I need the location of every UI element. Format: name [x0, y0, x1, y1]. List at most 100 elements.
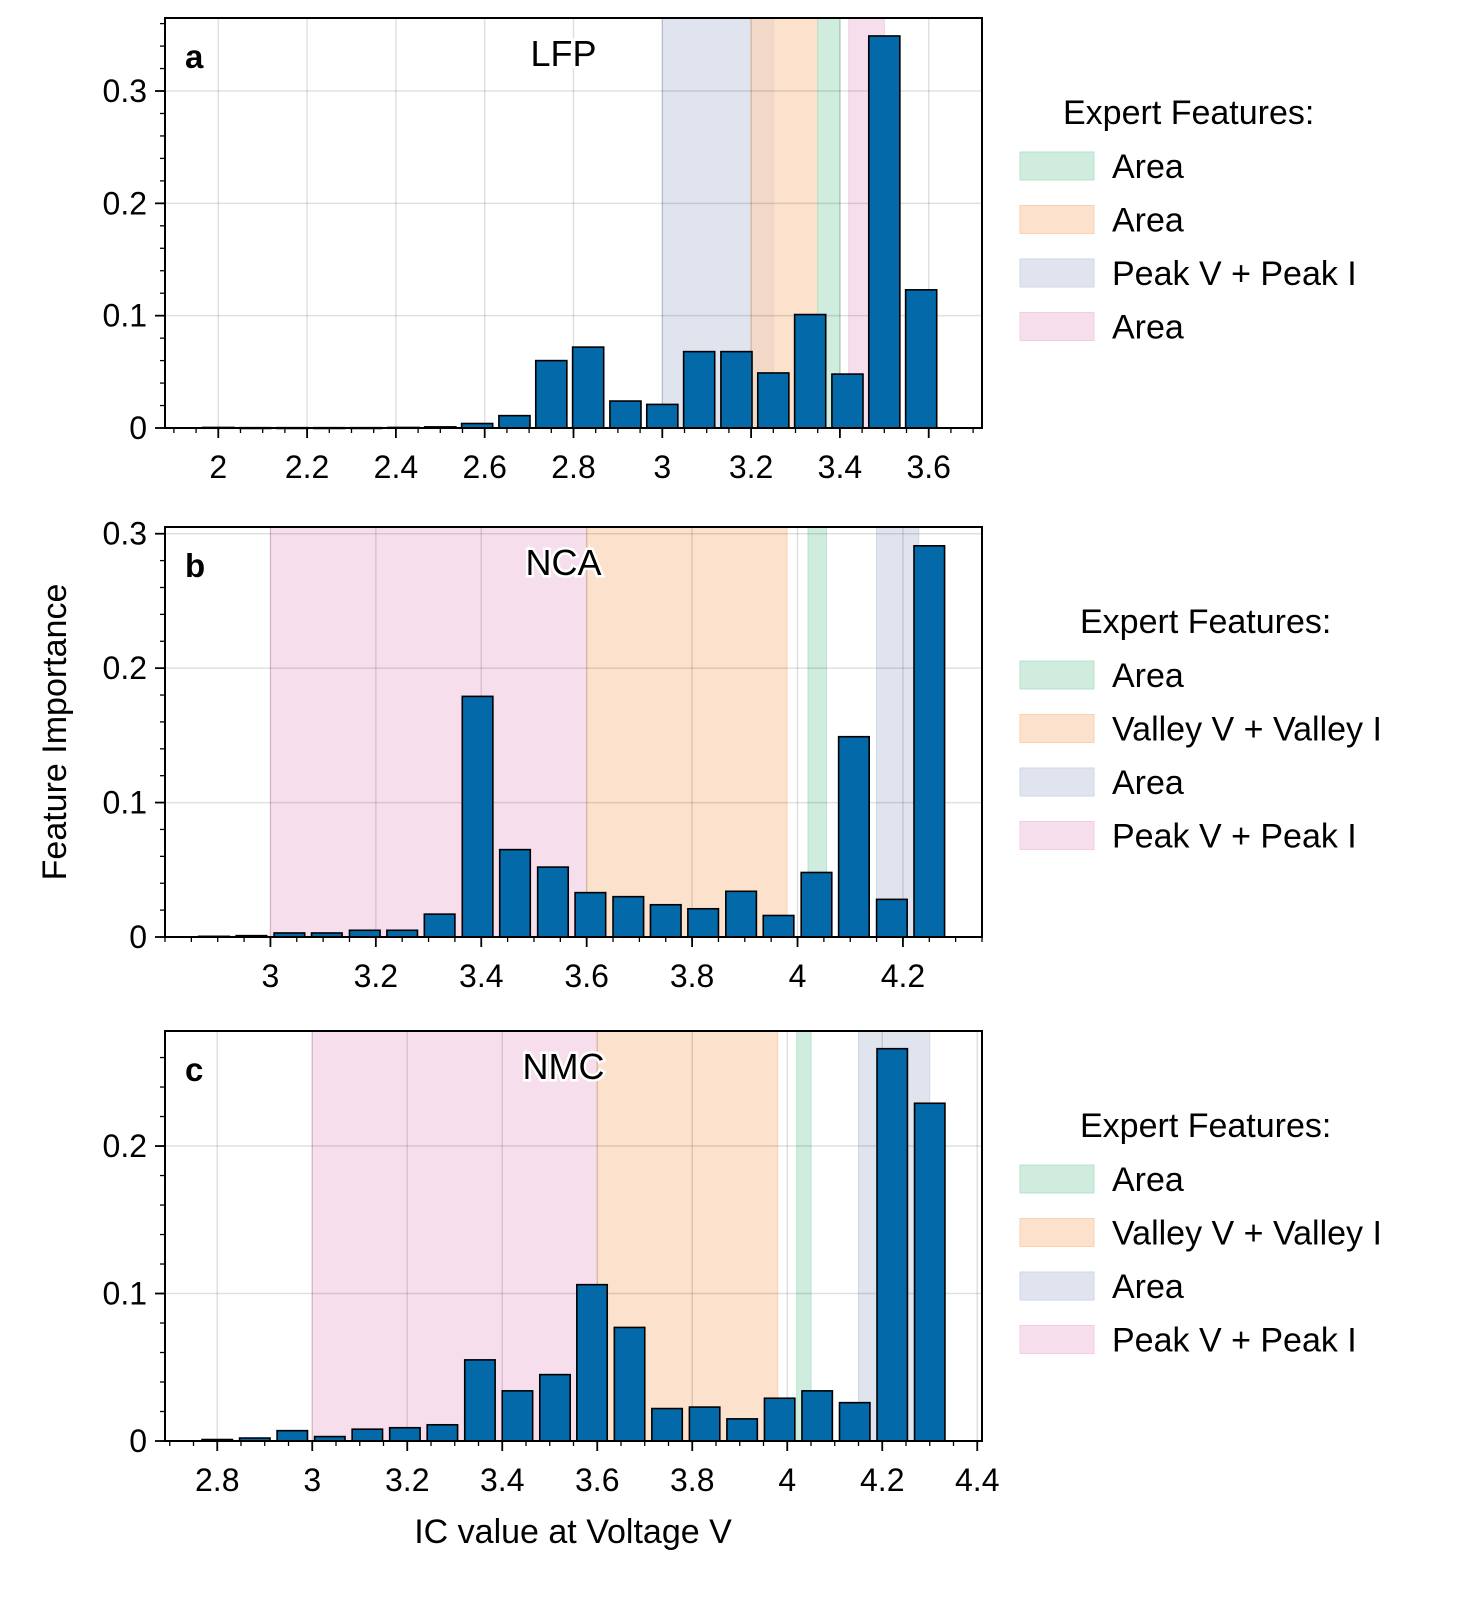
- panel-letter: c: [185, 1051, 203, 1088]
- y-tick-label: 0: [129, 1423, 147, 1459]
- bar: [688, 1406, 721, 1442]
- bar: [762, 914, 795, 938]
- x-tick-label: 4.2: [881, 958, 925, 994]
- bar: [720, 350, 753, 429]
- bar: [801, 1390, 834, 1442]
- y-axis-label: Feature Importance: [36, 583, 74, 881]
- panel-title: NMC: [523, 1046, 605, 1087]
- x-tick-label: 3.6: [575, 1462, 619, 1498]
- bar: [645, 403, 679, 429]
- x-tick-label: 2.8: [551, 449, 595, 485]
- legend-swatch: [1019, 258, 1095, 288]
- bar: [800, 871, 833, 938]
- legend-label: Area: [1112, 657, 1184, 695]
- bar: [536, 866, 570, 938]
- feature-band: [796, 1030, 812, 1442]
- x-tick-label: 3: [262, 958, 280, 994]
- bar: [538, 1373, 571, 1442]
- y-tick-label: 0.3: [103, 73, 147, 109]
- x-tick-label: 3.6: [564, 958, 608, 994]
- bar: [609, 400, 642, 429]
- x-tick-label: 2.2: [285, 449, 329, 485]
- bar: [351, 1428, 384, 1442]
- bar: [726, 1418, 759, 1442]
- legend-swatch: [1019, 312, 1095, 341]
- bar: [423, 913, 456, 938]
- panel-a: [155, 17, 1095, 438]
- bar: [876, 1047, 909, 1442]
- legend-label: Area: [1112, 1268, 1184, 1306]
- panel-letter: b: [185, 547, 205, 584]
- legend-swatch: [1019, 1325, 1095, 1354]
- legend-swatch: [1019, 660, 1095, 690]
- panel-title: LFP: [530, 33, 596, 74]
- feature-band: [876, 526, 920, 938]
- bar: [574, 891, 607, 938]
- x-tick-label: 3: [653, 449, 671, 485]
- legend-swatch: [1019, 1164, 1095, 1194]
- feature-band: [586, 526, 788, 938]
- legend-label: Peak V + Peak I: [1112, 255, 1357, 293]
- bar: [461, 695, 494, 938]
- legend-title: Expert Features:: [1080, 603, 1331, 641]
- bar: [913, 1102, 946, 1442]
- x-tick-label: 3.8: [670, 958, 714, 994]
- legend-title: Expert Features:: [1063, 94, 1314, 132]
- x-tick-label: 4.4: [955, 1462, 999, 1498]
- x-axis-label: IC value at Voltage V: [414, 1513, 732, 1551]
- bar: [756, 372, 790, 429]
- y-tick-label: 0.3: [103, 516, 147, 552]
- bar: [831, 373, 864, 429]
- legend-swatch: [1019, 714, 1095, 743]
- x-tick-label: 2: [209, 449, 227, 485]
- x-tick-label: 3.2: [385, 1462, 429, 1498]
- legend-label: Peak V + Peak I: [1112, 1322, 1357, 1360]
- y-tick-label: 0.2: [103, 1128, 147, 1164]
- axes-frame: [164, 526, 983, 938]
- legend-label: Area: [1112, 309, 1184, 347]
- x-tick-label: 3.8: [670, 1462, 714, 1498]
- y-tick-label: 0.1: [103, 1276, 147, 1312]
- x-tick-label: 2.8: [195, 1462, 239, 1498]
- bar: [682, 350, 716, 429]
- bar: [725, 890, 758, 938]
- bar: [348, 929, 381, 938]
- bar: [651, 1407, 684, 1442]
- y-tick-label: 0: [129, 919, 147, 955]
- panel-b: [155, 526, 1095, 947]
- bar: [613, 1326, 646, 1442]
- legend-swatch: [1019, 1271, 1095, 1301]
- panel-title: NCA: [525, 542, 601, 583]
- bar: [763, 1397, 796, 1442]
- bar: [837, 735, 871, 938]
- bar: [388, 1426, 421, 1442]
- bar: [276, 1429, 309, 1442]
- bar: [463, 1359, 496, 1442]
- bar: [426, 1423, 459, 1442]
- legend-label: Area: [1112, 1161, 1184, 1199]
- legend-label: Area: [1112, 148, 1184, 186]
- x-tick-label: 3.6: [906, 449, 950, 485]
- legend-label: Area: [1112, 202, 1184, 240]
- panel-letter: a: [185, 38, 204, 75]
- bar: [904, 289, 938, 429]
- x-tick-label: 2.6: [462, 449, 506, 485]
- bar: [498, 414, 531, 429]
- bar: [571, 346, 605, 429]
- bar: [386, 929, 419, 938]
- legend-label: Area: [1112, 764, 1184, 802]
- bar: [793, 313, 827, 429]
- legend-title: Expert Features:: [1080, 1107, 1331, 1145]
- x-tick-label: 3.2: [354, 958, 398, 994]
- legend-label: Valley V + Valley I: [1112, 1215, 1382, 1253]
- x-tick-label: 3.2: [729, 449, 773, 485]
- x-tick-label: 3.4: [818, 449, 862, 485]
- bar: [576, 1283, 609, 1442]
- bar: [501, 1390, 534, 1442]
- y-tick-label: 0.2: [103, 185, 147, 221]
- x-tick-label: 4: [778, 1462, 796, 1498]
- legend-swatch: [1019, 1218, 1095, 1247]
- legend-swatch: [1019, 767, 1095, 797]
- bar: [498, 848, 532, 938]
